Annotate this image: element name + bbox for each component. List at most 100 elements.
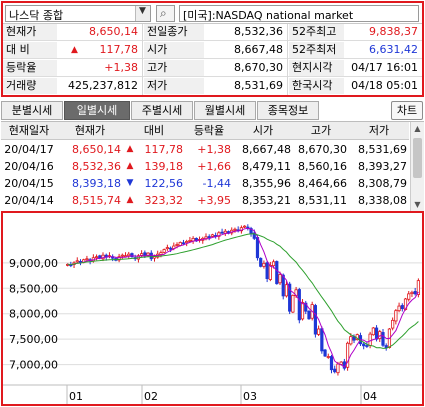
up-candle: [371, 327, 375, 336]
cell-high: 8,531,11: [298, 194, 347, 207]
cell-open: 8,479,11: [242, 160, 291, 173]
down-candle: [255, 237, 260, 259]
rate-value: +1,38: [104, 61, 138, 74]
kr-time-label: 한국시각: [289, 78, 344, 94]
contrast-value: 117,78: [99, 43, 139, 56]
up-candle: [120, 254, 124, 257]
search-icon: ⌕: [160, 6, 167, 20]
col-header-open: 시가: [252, 124, 274, 137]
down-candle: [297, 289, 301, 321]
up-candle: [284, 284, 289, 297]
up-arrow-icon: ▲: [71, 45, 78, 55]
cell-price: 8,515,74: [72, 194, 121, 207]
down-candle: [323, 349, 327, 357]
cell-price: 8,532,36: [72, 160, 121, 173]
daily-price-table: 현재일자 현재가 대비 등락율 시가 고가 저가 20/04/17 8,650,1…: [1, 121, 424, 212]
col-header-rate: 등락율: [193, 124, 225, 137]
down-candle: [149, 252, 153, 260]
col-header-date: 현재일자: [8, 124, 50, 137]
quote-row: 등락율 +1,38 고가 8,670,30 현지시각 04/17 16:01: [3, 60, 422, 77]
scroll-thumb[interactable]: [413, 138, 422, 178]
tab-daily[interactable]: 일별시세: [64, 101, 130, 120]
col-header-low: 저가: [368, 124, 390, 137]
down-candle: [320, 328, 324, 352]
col-header-diff: 대비: [143, 124, 165, 137]
x-tick-label: 03: [243, 390, 257, 403]
local-time-label: 현지시각: [289, 60, 344, 76]
table-row[interactable]: 20/04/15 8,393,18 ▼ 122,56 -1,44 8,355,96 8,46…: [1, 175, 409, 192]
down-candle: [333, 368, 337, 373]
high-label: 고가: [144, 60, 204, 76]
up-candle: [117, 256, 121, 261]
quote-row: 현재가 8,650,14 전일종가 8,532,36 52주최고 9,838,3…: [3, 24, 422, 41]
up-candle: [368, 333, 372, 346]
table-row[interactable]: 20/04/17 8,650,14 ▲ 117,78 +1,38 8,667,48 8,67…: [1, 141, 409, 158]
x-tick-label: 01: [69, 390, 83, 403]
candlestick-chart: 9,000,00 8,500,00 8,000,00 7,500,00 7,000,00…: [3, 224, 422, 404]
prev-close-value: 8,532,36: [234, 25, 283, 38]
divider: [142, 24, 143, 95]
market-name-field: [미국]:NASDAQ national market: [179, 5, 419, 22]
down-candle: [143, 252, 147, 256]
cell-price: 8,393,18: [72, 177, 121, 190]
current-price-label: 현재가: [3, 24, 57, 40]
down-candle: [381, 332, 385, 346]
low52-value: 6,631,42: [369, 43, 418, 56]
down-candle: [288, 283, 292, 312]
up-candle: [85, 258, 89, 261]
x-tick-label: 02: [144, 390, 158, 403]
up-candle: [75, 260, 79, 263]
scroll-down-icon[interactable]: ▼: [414, 200, 421, 209]
cell-diff: 139,18: [144, 160, 184, 173]
up-candle: [127, 253, 131, 257]
down-candle: [304, 302, 308, 312]
table-row[interactable]: 20/04/16 8,532,36 ▲ 139,18 +1,66 8,479,11 8,56…: [1, 158, 409, 175]
down-arrow-icon: ▼: [126, 178, 134, 188]
down-candle: [252, 232, 256, 239]
cell-low: 8,338,08: [358, 194, 407, 207]
up-candle: [391, 319, 395, 329]
up-candle: [223, 230, 227, 234]
up-candle: [349, 336, 353, 345]
tab-weekly[interactable]: 주별시세: [131, 101, 193, 120]
down-candle: [400, 305, 404, 310]
up-arrow-icon: ▲: [126, 144, 134, 154]
contrast-label: 대 비: [3, 42, 57, 58]
up-candle: [407, 293, 411, 300]
up-candle: [243, 225, 247, 228]
down-candle: [207, 236, 211, 238]
tab-stock-info[interactable]: 종목정보: [257, 101, 319, 120]
chart-button[interactable]: 차트: [391, 101, 423, 120]
up-candle: [300, 302, 305, 320]
dropdown-arrow-button[interactable]: ▼: [135, 6, 150, 21]
up-candle: [291, 295, 295, 313]
up-candle: [345, 342, 350, 368]
down-candle: [307, 310, 311, 320]
cell-high: 8,670,30: [298, 143, 347, 156]
up-candle: [410, 291, 414, 294]
open-label: 시가: [144, 42, 204, 58]
chevron-down-icon: ▼: [139, 6, 146, 16]
search-button[interactable]: ⌕: [156, 5, 175, 22]
local-time-value: 04/17 16:01: [351, 61, 418, 74]
up-arrow-icon: ▲: [126, 195, 134, 205]
tab-bar: 분별시세 일별시세 주별시세 월별시세 종목정보 차트: [1, 101, 424, 120]
scroll-up-icon[interactable]: ▲: [414, 124, 421, 133]
down-candle: [78, 260, 83, 263]
market-name-text: [미국]:NASDAQ national market: [183, 9, 354, 22]
table-row[interactable]: 20/04/14 8,515,74 ▲ 323,32 +3,95 8,353,21 8,53…: [1, 192, 409, 209]
cell-rate: +3,95: [197, 194, 231, 207]
market-selector-bar: 나스닥 종합 ▼ ⌕ [미국]:NASDAQ national market: [3, 3, 422, 24]
down-candle: [413, 291, 417, 295]
table-header: 현재일자 현재가 대비 등락율 시가 고가 저가: [1, 122, 409, 140]
y-tick-label: 9,000,00: [9, 257, 58, 270]
high-value: 8,670,30: [234, 61, 283, 74]
up-candle: [178, 242, 182, 246]
tab-monthly[interactable]: 월별시세: [194, 101, 256, 120]
market-select[interactable]: 나스닥 종합 ▼: [5, 5, 151, 22]
up-candle: [159, 252, 163, 255]
table-scrollbar[interactable]: ▲ ▼: [410, 122, 424, 212]
tab-minute[interactable]: 분별시세: [1, 101, 63, 120]
down-candle: [275, 261, 279, 285]
cell-low: 8,393,27: [358, 160, 407, 173]
